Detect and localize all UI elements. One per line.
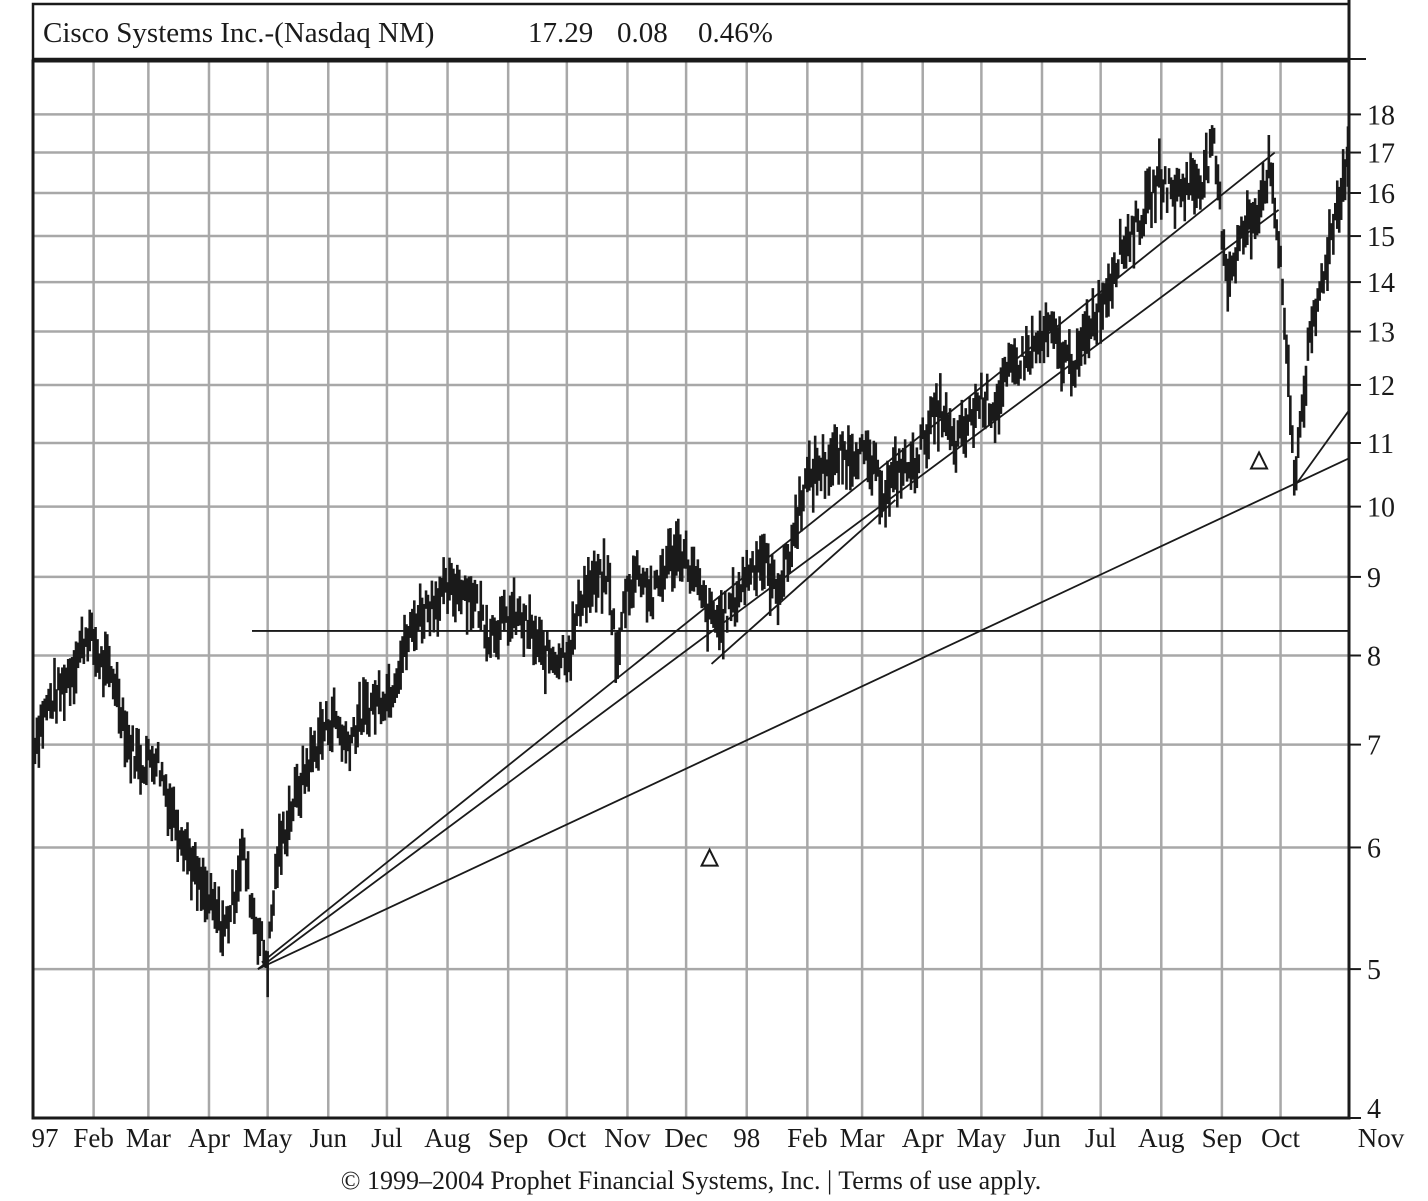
quote-percent: 0.46% bbox=[698, 17, 773, 49]
y-tick-label: 15 bbox=[1367, 222, 1395, 253]
y-tick-label: 7 bbox=[1367, 731, 1381, 762]
y-tick-label: 18 bbox=[1367, 100, 1395, 131]
x-tick-label: Jun bbox=[310, 1123, 348, 1153]
x-tick-label: 98 bbox=[733, 1123, 760, 1153]
y-tick-label: 5 bbox=[1367, 955, 1381, 986]
x-tick-label: Sep bbox=[1202, 1123, 1243, 1153]
trendline bbox=[257, 457, 1350, 970]
x-tick-label: Mar bbox=[126, 1123, 171, 1153]
x-tick-label: Jun bbox=[1023, 1123, 1061, 1153]
y-tick-label: 10 bbox=[1367, 493, 1395, 524]
copyright-footer: © 1999–2004 Prophet Financial Systems, I… bbox=[341, 1166, 1042, 1195]
y-tick-label: 6 bbox=[1367, 833, 1381, 864]
triangle-marker bbox=[1249, 450, 1269, 470]
y-tick-label: 17 bbox=[1367, 139, 1395, 170]
x-tick-label: Apr bbox=[902, 1123, 944, 1153]
triangle-markers bbox=[699, 450, 1269, 867]
x-tick-label: May bbox=[957, 1123, 1007, 1153]
x-tick-label: May bbox=[243, 1123, 293, 1153]
y-tick-label: 9 bbox=[1367, 563, 1381, 594]
x-tick-label: Dec bbox=[664, 1123, 707, 1153]
y-axis-labels: 4 5 6 7 8 9 10 11 12 13 14 15 16 17 18 bbox=[1349, 100, 1395, 1125]
triangle-marker bbox=[699, 847, 720, 867]
x-tick-label: Mar bbox=[840, 1123, 885, 1153]
chart-title: Cisco Systems Inc.-(Nasdaq NM) bbox=[43, 17, 434, 49]
x-tick-label: Feb bbox=[73, 1123, 114, 1153]
x-tick-label: Feb bbox=[787, 1123, 828, 1153]
y-tick-label: 4 bbox=[1367, 1094, 1381, 1125]
quote-last: 17.29 bbox=[528, 17, 593, 49]
y-tick-label: 12 bbox=[1367, 371, 1395, 402]
x-tick-label: Jul bbox=[1085, 1123, 1117, 1153]
x-tick-label: Oct bbox=[547, 1123, 586, 1153]
trendline bbox=[1293, 409, 1350, 488]
price-series bbox=[31, 125, 1350, 998]
x-tick-label: Aug bbox=[424, 1123, 471, 1153]
x-tick-label: 97 bbox=[32, 1123, 59, 1153]
x-tick-label: Nov bbox=[1358, 1123, 1405, 1153]
x-tick-label: Oct bbox=[1261, 1123, 1300, 1153]
quote-change: 0.08 bbox=[617, 17, 668, 49]
x-tick-label: Aug bbox=[1138, 1123, 1185, 1153]
trendline bbox=[710, 499, 896, 665]
y-tick-label: 8 bbox=[1367, 641, 1381, 672]
x-tick-label: Sep bbox=[488, 1123, 529, 1153]
y-tick-label: 16 bbox=[1367, 179, 1395, 210]
y-tick-label: 13 bbox=[1367, 318, 1395, 349]
x-tick-label: Apr bbox=[188, 1123, 230, 1153]
trendline bbox=[257, 209, 1280, 970]
y-tick-label: 11 bbox=[1367, 429, 1394, 460]
y-tick-label: 14 bbox=[1367, 268, 1395, 299]
x-tick-label: Jul bbox=[371, 1123, 403, 1153]
x-tick-label: Nov bbox=[604, 1123, 651, 1153]
x-axis-labels: 97 Feb Mar Apr May Jun Jul Aug Sep Oct Nov Dec 98 Feb… bbox=[32, 1123, 1405, 1153]
